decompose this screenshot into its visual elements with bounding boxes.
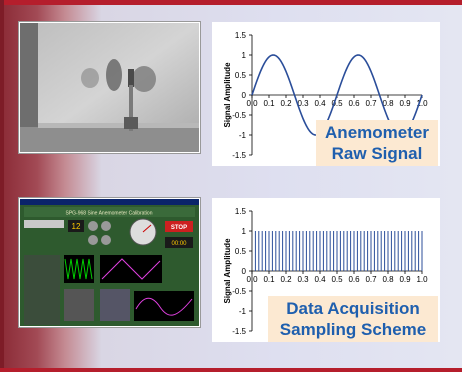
daq-software-screenshot: SPG-968 Sine Anemometer Calibration 12 S…	[19, 198, 200, 327]
daq-caption-line2: Sampling Scheme	[279, 320, 427, 339]
x-tick-label: 0.8	[382, 275, 394, 284]
daq-caption-line1: Data Acquisition	[286, 299, 420, 318]
raw-caption-line1: Anemometer	[325, 123, 429, 142]
x-tick-label: 0.5	[331, 99, 343, 108]
y-tick-label: 1	[242, 51, 247, 60]
x-tick-label: 0.2	[280, 275, 292, 284]
x-tick-label: 0.0	[246, 275, 258, 284]
y-tick-label: -1	[239, 307, 247, 316]
y-tick-label: 0	[242, 267, 247, 276]
y-tick-label: -1.5	[232, 151, 246, 160]
ui-stop-label: STOP	[171, 225, 187, 231]
y-tick-label: -1	[239, 131, 247, 140]
y-tick-label: 1.5	[235, 31, 247, 40]
x-tick-label: 1.0	[416, 99, 428, 108]
ui-screenshot-title: SPG-968 Sine Anemometer Calibration	[66, 211, 153, 217]
anemometer-photo	[19, 22, 200, 153]
x-tick-label: 0.3	[297, 275, 309, 284]
x-tick-label: 0.7	[365, 99, 377, 108]
y-tick-label: -1.5	[232, 327, 246, 336]
y-tick-label: -0.5	[232, 287, 246, 296]
y-tick-label: 1	[242, 227, 247, 236]
x-tick-label: 0.6	[348, 99, 360, 108]
x-tick-label: 0.6	[348, 275, 360, 284]
x-tick-label: 0.3	[297, 99, 309, 108]
raw-signal-caption: Anemometer Raw Signal	[316, 120, 438, 166]
y-tick-label: 1.5	[235, 207, 247, 216]
x-tick-label: 0.9	[399, 275, 411, 284]
top-border	[0, 0, 462, 5]
y-axis-label: Signal Amplitude	[223, 238, 232, 304]
left-border	[0, 0, 4, 372]
y-tick-label: -0.5	[232, 111, 246, 120]
sampling-caption: Data Acquisition Sampling Scheme	[268, 296, 438, 342]
bottom-border	[0, 368, 462, 372]
y-tick-label: 0.5	[235, 247, 247, 256]
x-tick-label: 0.8	[382, 99, 394, 108]
x-tick-label: 0.4	[314, 275, 326, 284]
x-tick-label: 0.2	[280, 99, 292, 108]
x-tick-label: 0.1	[263, 275, 275, 284]
x-tick-label: 0.4	[314, 99, 326, 108]
y-tick-label: 0	[242, 91, 247, 100]
raw-caption-line2: Raw Signal	[331, 144, 423, 163]
x-tick-label: 0.5	[331, 275, 343, 284]
x-tick-label: 0.9	[399, 99, 411, 108]
y-axis-label: Signal Amplitude	[223, 62, 232, 128]
x-tick-label: 0.1	[263, 99, 275, 108]
y-tick-label: 0.5	[235, 71, 247, 80]
x-tick-label: 0.0	[246, 99, 258, 108]
ui-display-value: 12	[72, 222, 81, 231]
x-tick-label: 1.0	[416, 275, 428, 284]
x-tick-label: 0.7	[365, 275, 377, 284]
ui-clock: 00:00	[171, 241, 187, 247]
